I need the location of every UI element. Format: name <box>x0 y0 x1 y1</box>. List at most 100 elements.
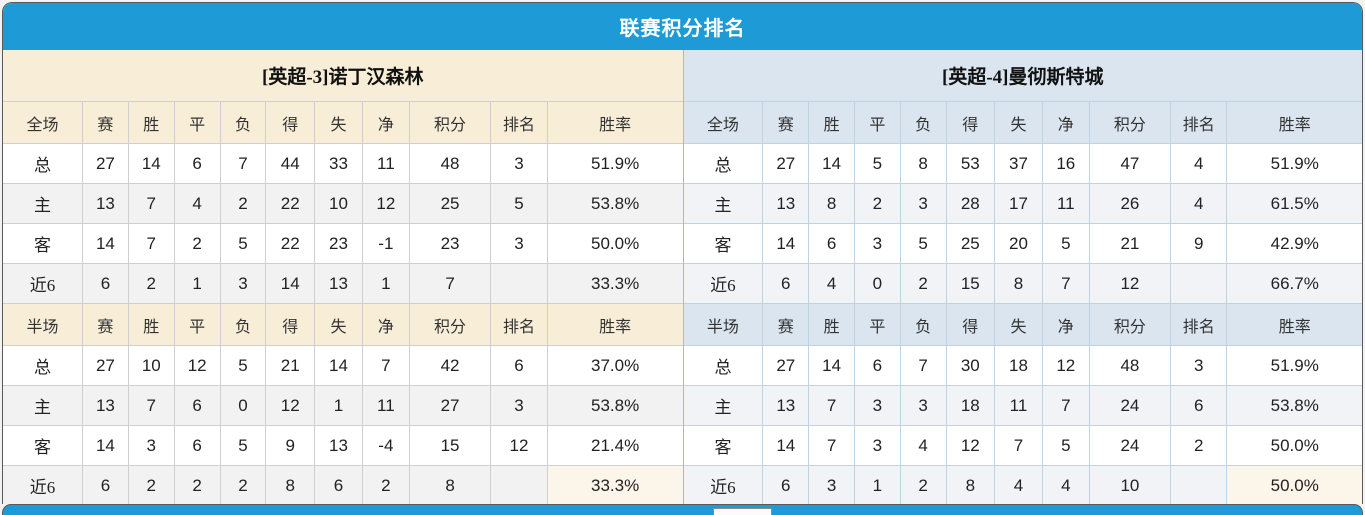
stat-value: 27 <box>82 345 129 386</box>
stat-value: 7 <box>127 385 175 426</box>
stat-value: 2 <box>853 183 901 224</box>
column-header: 胜 <box>127 101 175 144</box>
table-row: 客 14 7 2 5 22 23 -1 23 3 50.0% <box>3 223 684 264</box>
stat-value: 53 <box>945 143 996 184</box>
stat-value: 12 <box>265 385 316 426</box>
stat-value: 7 <box>994 425 1043 466</box>
column-header: 排名 <box>490 303 548 346</box>
winrate-value: 61.5% <box>1226 183 1362 224</box>
stat-value: 44 <box>265 143 316 184</box>
stat-value: 7 <box>808 425 855 466</box>
points-value: 48 <box>1088 345 1172 386</box>
column-header: 赛 <box>82 303 129 346</box>
points-value: 15 <box>408 425 492 466</box>
stat-value: 6 <box>762 263 810 304</box>
column-header-row-half: 半场赛胜平负得失净积分 排名 胜率 <box>682 303 1362 346</box>
rank-value <box>490 465 548 504</box>
stat-value: 22 <box>265 223 316 264</box>
column-header: 赛 <box>762 101 810 144</box>
stat-value: 30 <box>945 345 996 386</box>
column-header: 积分 <box>408 101 492 144</box>
stat-value: 12 <box>173 345 221 386</box>
stat-value: 4 <box>808 263 855 304</box>
points-value: 26 <box>1088 183 1172 224</box>
peek-button[interactable] <box>713 508 772 515</box>
stat-value: 8 <box>994 263 1043 304</box>
column-header: 半场 <box>3 303 83 346</box>
column-header: 胜率 <box>1226 101 1362 144</box>
stat-value: 7 <box>808 385 855 426</box>
column-header: 平 <box>173 303 221 346</box>
winrate-value: 53.8% <box>546 183 684 224</box>
stat-value: 11 <box>1041 183 1090 224</box>
stat-value: 11 <box>994 385 1043 426</box>
stat-value: 13 <box>762 183 810 224</box>
stat-value: 14 <box>808 143 855 184</box>
stat-value: 13 <box>82 183 129 224</box>
table-row: 总 27 14 6 7 44 33 11 48 3 51.9% <box>3 143 684 184</box>
stat-value: -4 <box>361 425 410 466</box>
row-label: 客 <box>3 425 83 466</box>
stat-value: 14 <box>82 223 129 264</box>
stat-value: 2 <box>899 263 947 304</box>
column-header: 积分 <box>1088 101 1172 144</box>
column-header: 平 <box>853 101 901 144</box>
column-header: 失 <box>314 101 363 144</box>
rank-value <box>490 263 548 304</box>
column-header: 负 <box>219 101 267 144</box>
row-label: 总 <box>682 345 764 386</box>
stat-value: 12 <box>1041 345 1090 386</box>
stat-value: 9 <box>265 425 316 466</box>
stat-value: 13 <box>762 385 810 426</box>
stat-value: 10 <box>127 345 175 386</box>
table-row: 近6 6 3 1 2 8 4 4 10 50.0% <box>682 465 1362 504</box>
points-value: 27 <box>408 385 492 426</box>
column-header: 积分 <box>1088 303 1172 346</box>
column-header: 失 <box>994 101 1043 144</box>
table-row: 总 27 14 5 8 53 37 16 47 4 51.9% <box>682 143 1362 184</box>
stat-value: 13 <box>82 385 129 426</box>
stat-value: 8 <box>899 143 947 184</box>
stat-value: 6 <box>82 465 129 504</box>
column-header: 负 <box>219 303 267 346</box>
stat-value: 17 <box>994 183 1043 224</box>
row-label: 总 <box>3 345 83 386</box>
stat-value: 3 <box>808 465 855 504</box>
stat-value: 12 <box>945 425 996 466</box>
column-header: 胜 <box>808 303 855 346</box>
column-header: 胜 <box>127 303 175 346</box>
stat-value: 5 <box>853 143 901 184</box>
column-header: 半场 <box>682 303 764 346</box>
winrate-value: 42.9% <box>1226 223 1362 264</box>
stat-value: 7 <box>899 345 947 386</box>
stat-value: 14 <box>82 425 129 466</box>
column-header: 排名 <box>1170 303 1228 346</box>
rank-value: 6 <box>1170 385 1228 426</box>
away-team-panel: [英超-4]曼彻斯特城 全场赛胜平负得失净积分 排名 胜率总 27 14 5 8 53 37 16 4… <box>682 49 1362 504</box>
points-value: 21 <box>1088 223 1172 264</box>
column-header: 全场 <box>3 101 83 144</box>
row-label: 近6 <box>682 465 764 504</box>
team-title: [英超-4]曼彻斯特城 <box>683 49 1362 102</box>
rank-value: 6 <box>490 345 548 386</box>
column-header: 得 <box>265 101 316 144</box>
stat-value: 12 <box>361 183 410 224</box>
stat-value: 5 <box>219 223 267 264</box>
table-row: 客 14 7 3 4 12 7 5 24 2 50.0% <box>682 425 1362 466</box>
row-label: 总 <box>682 143 764 184</box>
stat-value: 14 <box>265 263 316 304</box>
rank-value: 4 <box>1170 143 1228 184</box>
row-label: 主 <box>682 183 764 224</box>
points-value: 24 <box>1088 425 1172 466</box>
stat-value: 5 <box>219 345 267 386</box>
stat-value: 14 <box>127 143 175 184</box>
column-header: 得 <box>945 101 996 144</box>
stat-value: 18 <box>994 345 1043 386</box>
column-header: 平 <box>173 101 221 144</box>
winrate-value: 51.9% <box>546 143 684 184</box>
column-header: 赛 <box>762 303 810 346</box>
stat-value: 6 <box>314 465 363 504</box>
winrate-value: 53.8% <box>546 385 684 426</box>
stat-value: 2 <box>127 465 175 504</box>
stat-value: 4 <box>994 465 1043 504</box>
